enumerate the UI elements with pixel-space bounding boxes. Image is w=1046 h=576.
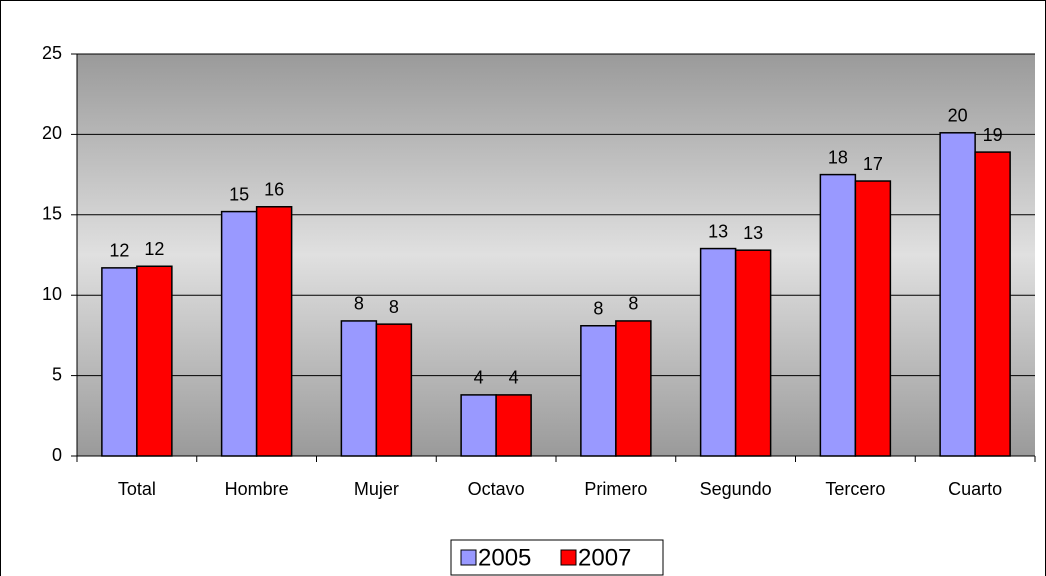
x-tick-label: Cuarto — [948, 479, 1002, 499]
bar — [220, 210, 258, 457]
bar — [255, 206, 293, 457]
bar — [101, 267, 138, 457]
legend-label: 2005 — [478, 544, 531, 571]
y-tick-label: 20 — [42, 123, 62, 143]
data-label: 4 — [509, 368, 519, 388]
x-tick-label: Primero — [584, 479, 647, 499]
x-tick-label: Tercero — [825, 479, 885, 499]
bar — [699, 247, 737, 457]
data-label: 20 — [948, 106, 968, 126]
data-label: 8 — [354, 294, 364, 314]
y-tick-label: 15 — [42, 204, 62, 224]
x-tick-label: Total — [118, 479, 156, 499]
bar — [340, 320, 378, 457]
data-label: 18 — [828, 147, 848, 167]
y-tick-label: 5 — [52, 364, 62, 384]
data-label: 13 — [708, 221, 728, 241]
x-tick-label: Segundo — [700, 479, 772, 499]
data-label: 12 — [109, 241, 129, 261]
y-tick-label: 0 — [52, 445, 62, 465]
data-label: 17 — [863, 154, 883, 174]
bar — [460, 394, 497, 457]
legend-key — [460, 549, 477, 566]
data-label: 13 — [743, 223, 763, 243]
bar — [974, 151, 1011, 457]
x-tick-label: Mujer — [354, 479, 399, 499]
y-tick-label: 25 — [42, 43, 62, 63]
plot-area — [77, 54, 1035, 456]
x-tick-label: Octavo — [468, 479, 525, 499]
bar — [734, 249, 772, 457]
legend-key — [560, 549, 577, 566]
data-label: 15 — [229, 184, 249, 204]
data-label: 8 — [593, 299, 603, 319]
y-tick-label: 10 — [42, 284, 62, 304]
bar — [136, 265, 173, 457]
bar — [854, 180, 892, 457]
legend-label: 2007 — [578, 544, 631, 571]
bar — [819, 173, 857, 457]
data-label: 8 — [628, 294, 638, 314]
data-label: 8 — [389, 297, 399, 317]
bar — [615, 320, 652, 457]
data-label: 12 — [144, 239, 164, 259]
bar — [580, 325, 617, 457]
data-label: 19 — [983, 125, 1003, 145]
data-label: 4 — [474, 368, 484, 388]
bar — [375, 323, 413, 457]
legend — [450, 539, 664, 576]
x-tick-label: Hombre — [225, 479, 289, 499]
bar — [495, 394, 532, 457]
data-label: 16 — [264, 180, 284, 200]
bar — [939, 132, 976, 457]
